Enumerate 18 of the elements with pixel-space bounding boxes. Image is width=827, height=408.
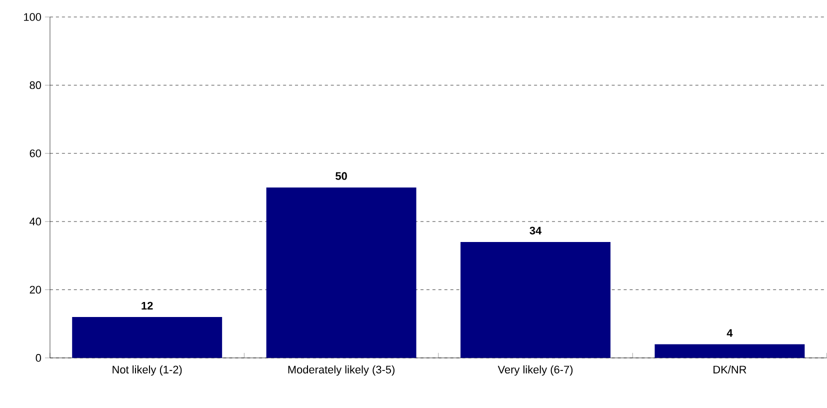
y-tick-label: 60 xyxy=(30,150,42,158)
data-label: 4 xyxy=(726,329,733,337)
x-tick-label: DK/NR xyxy=(714,365,746,374)
bar xyxy=(460,242,610,358)
y-tick-label: 20 xyxy=(30,286,42,294)
x-tick-label: Moderately likely (3-5) xyxy=(288,365,394,376)
y-tick-label: 80 xyxy=(30,81,42,90)
y-tick-label: 100 xyxy=(24,13,42,21)
x-tick-label: Very likely (6-7) xyxy=(498,365,573,376)
data-label: 12 xyxy=(142,302,153,310)
data-label: 50 xyxy=(336,172,347,180)
x-tick-label: Not likely (1-2) xyxy=(112,365,182,376)
data-label: 34 xyxy=(530,226,542,235)
bar xyxy=(72,317,222,358)
y-tick-label: 40 xyxy=(30,218,42,226)
bar xyxy=(654,344,805,358)
bar xyxy=(266,187,416,358)
y-tick-label: 0 xyxy=(36,354,42,362)
